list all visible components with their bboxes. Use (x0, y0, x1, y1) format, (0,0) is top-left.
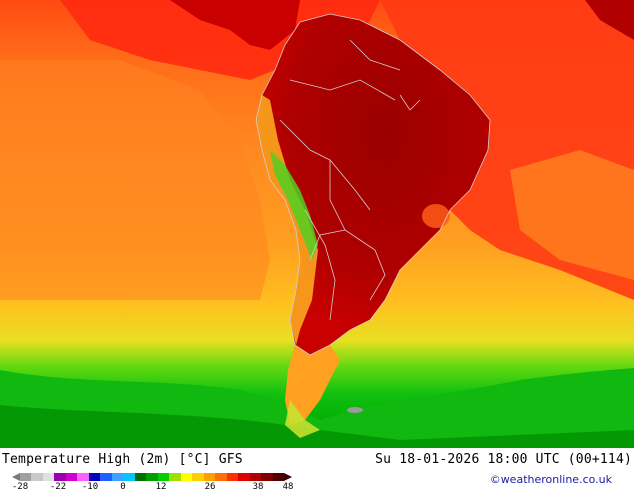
legend-swatch (134, 473, 147, 481)
temperature-map (0, 0, 634, 448)
legend-tick-label: 0 (120, 482, 126, 492)
legend-swatch (249, 473, 262, 481)
legend-swatch (169, 473, 181, 481)
legend-swatch (261, 473, 273, 481)
legend-swatch (42, 473, 55, 481)
color-legend (12, 473, 293, 483)
legend-cap-right (284, 473, 293, 481)
legend-swatch (215, 473, 227, 481)
central-america-landmass (170, 0, 300, 50)
legend-swatch (180, 473, 193, 481)
legend-tick-label: 48 (282, 482, 294, 492)
map-canvas (0, 0, 634, 448)
legend-swatch (272, 473, 285, 481)
atlantic-orange-zone (510, 150, 634, 280)
brazil-cooler-spot (422, 204, 450, 228)
legend-tick-label: 12 (155, 482, 167, 492)
legend-swatch (123, 473, 135, 481)
map-title: Temperature High (2m) [°C] GFS (2, 452, 243, 467)
map-datetime: Su 18-01-2026 18:00 UTC (00+114) (375, 452, 632, 467)
legend-swatch (88, 473, 101, 481)
africa-edge (585, 0, 634, 40)
legend-swatch (157, 473, 170, 481)
legend-swatch (65, 473, 78, 481)
legend-swatch (54, 473, 66, 481)
legend-swatch (146, 473, 158, 481)
legend-tick-label: 38 (252, 482, 264, 492)
andes-cold-peaks (270, 150, 318, 260)
legend-swatch (100, 473, 112, 481)
legend-tick-label: 26 (204, 482, 216, 492)
legend-tick-label: -28 (11, 482, 29, 492)
tierra-del-fuego-zone (285, 400, 320, 438)
legend-swatch (111, 473, 124, 481)
credit-link[interactable]: ©weatheronline.co.uk (489, 473, 612, 486)
map-footer: Temperature High (2m) [°C] GFS Su 18-01-… (0, 448, 634, 492)
legend-swatch (238, 473, 250, 481)
legend-swatch (226, 473, 239, 481)
patagonia-zone (285, 345, 340, 425)
legend-swatch (203, 473, 216, 481)
country-borders (255, 13, 491, 356)
legend-cap-left (12, 473, 20, 481)
legend-swatch (20, 473, 32, 481)
legend-tick-label: -10 (81, 482, 99, 492)
southern-colder-zone (0, 405, 634, 448)
legend-swatch (31, 473, 43, 481)
pacific-zone (0, 60, 270, 300)
legend-swatch (77, 473, 89, 481)
legend-swatch (192, 473, 204, 481)
legend-tick-label: -22 (49, 482, 67, 492)
falkland-islands (347, 407, 363, 413)
